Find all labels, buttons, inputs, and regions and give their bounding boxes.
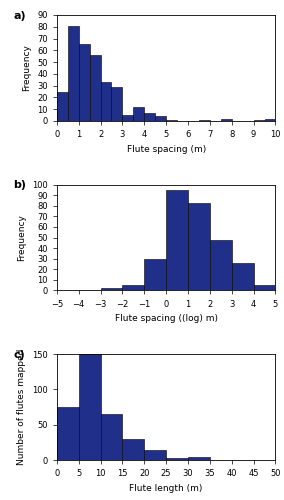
Y-axis label: Frequency: Frequency [18,214,26,261]
Bar [79,44,90,121]
Bar [68,26,79,121]
X-axis label: Flute spacing ((log) m): Flute spacing ((log) m) [115,314,218,323]
Bar [101,414,122,460]
Bar [210,240,232,290]
Bar [101,288,122,290]
X-axis label: Flute length (m): Flute length (m) [130,484,203,492]
Bar [79,354,101,460]
Text: a): a) [13,11,26,21]
Bar [57,92,68,121]
Bar [144,112,155,121]
Bar [122,115,133,121]
Bar [155,116,166,121]
Bar [199,120,210,121]
Bar [265,118,275,121]
Text: c): c) [13,350,25,360]
Bar [188,202,210,290]
Bar [166,120,177,121]
Bar [144,258,166,290]
Bar [188,457,210,460]
Bar [57,407,79,460]
Bar [133,107,144,121]
Bar [166,190,188,290]
Text: b): b) [13,180,26,190]
Bar [122,285,144,290]
Bar [90,55,101,121]
Bar [122,439,144,460]
Bar [254,285,275,290]
X-axis label: Flute spacing (m): Flute spacing (m) [126,144,206,154]
Bar [166,458,188,460]
Bar [111,87,122,121]
Y-axis label: Number of flutes mapped: Number of flutes mapped [18,349,26,465]
Bar [144,450,166,460]
Bar [101,82,111,121]
Bar [221,118,232,121]
Y-axis label: Frequency: Frequency [23,44,32,92]
Bar [232,263,254,290]
Bar [254,120,265,121]
